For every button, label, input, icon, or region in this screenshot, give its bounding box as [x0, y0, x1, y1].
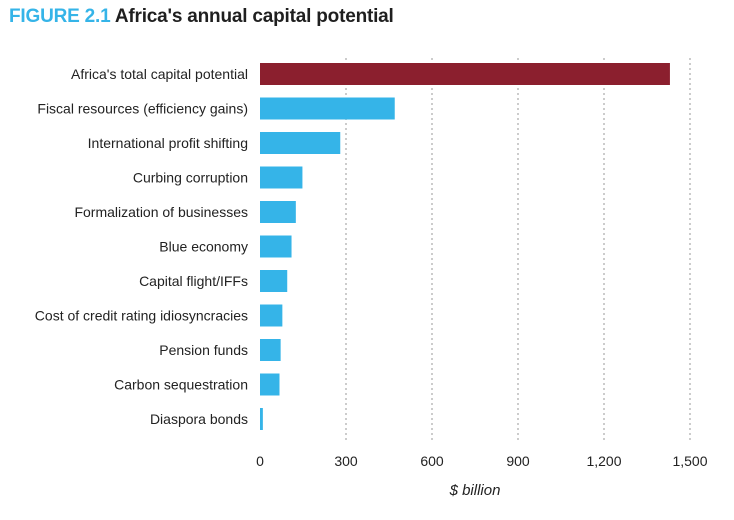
- x-tick-labels: 0 300 600 900 1,200 1,500: [256, 453, 708, 469]
- x-tick-label: 900: [506, 453, 530, 469]
- category-label: Formalization of businesses: [74, 204, 248, 220]
- x-tick-label: 600: [420, 453, 444, 469]
- bar-4: [260, 201, 296, 223]
- category-label: International profit shifting: [88, 135, 248, 151]
- category-labels: Africa's total capital potential Fiscal r…: [35, 66, 248, 427]
- category-label: Cost of credit rating idiosyncracies: [35, 308, 248, 324]
- x-tick-label: 1,500: [672, 453, 707, 469]
- bar-6: [260, 270, 288, 292]
- bar-2: [260, 132, 341, 154]
- category-label: Curbing corruption: [133, 170, 248, 186]
- x-tick-label: 0: [256, 453, 264, 469]
- figure-label: FIGURE 2.1: [9, 6, 111, 27]
- gridlines: [345, 58, 691, 440]
- category-label: Africa's total capital potential: [71, 66, 248, 82]
- category-label: Carbon sequestration: [114, 377, 248, 393]
- x-tick-label: 1,200: [586, 453, 621, 469]
- figure-title-text: Africa's annual capital potential: [114, 6, 394, 27]
- category-label: Fiscal resources (efficiency gains): [37, 101, 248, 117]
- figure-title: FIGURE 2.1 Africa's annual capital poten…: [9, 6, 394, 28]
- bar-10: [260, 408, 263, 430]
- bar-7: [260, 304, 283, 327]
- category-label: Blue economy: [159, 239, 248, 255]
- category-label: Diaspora bonds: [150, 411, 248, 427]
- bar-5: [260, 235, 292, 258]
- category-label: Capital flight/IFFs: [139, 273, 248, 289]
- bars: [260, 63, 670, 430]
- bar-0: [260, 63, 670, 85]
- bar-1: [260, 97, 395, 120]
- bar-3: [260, 166, 303, 189]
- bar-9: [260, 373, 280, 396]
- x-tick-label: 300: [334, 453, 358, 469]
- bar-8: [260, 339, 281, 361]
- category-label: Pension funds: [159, 342, 248, 358]
- x-axis-title: $ billion: [449, 482, 501, 499]
